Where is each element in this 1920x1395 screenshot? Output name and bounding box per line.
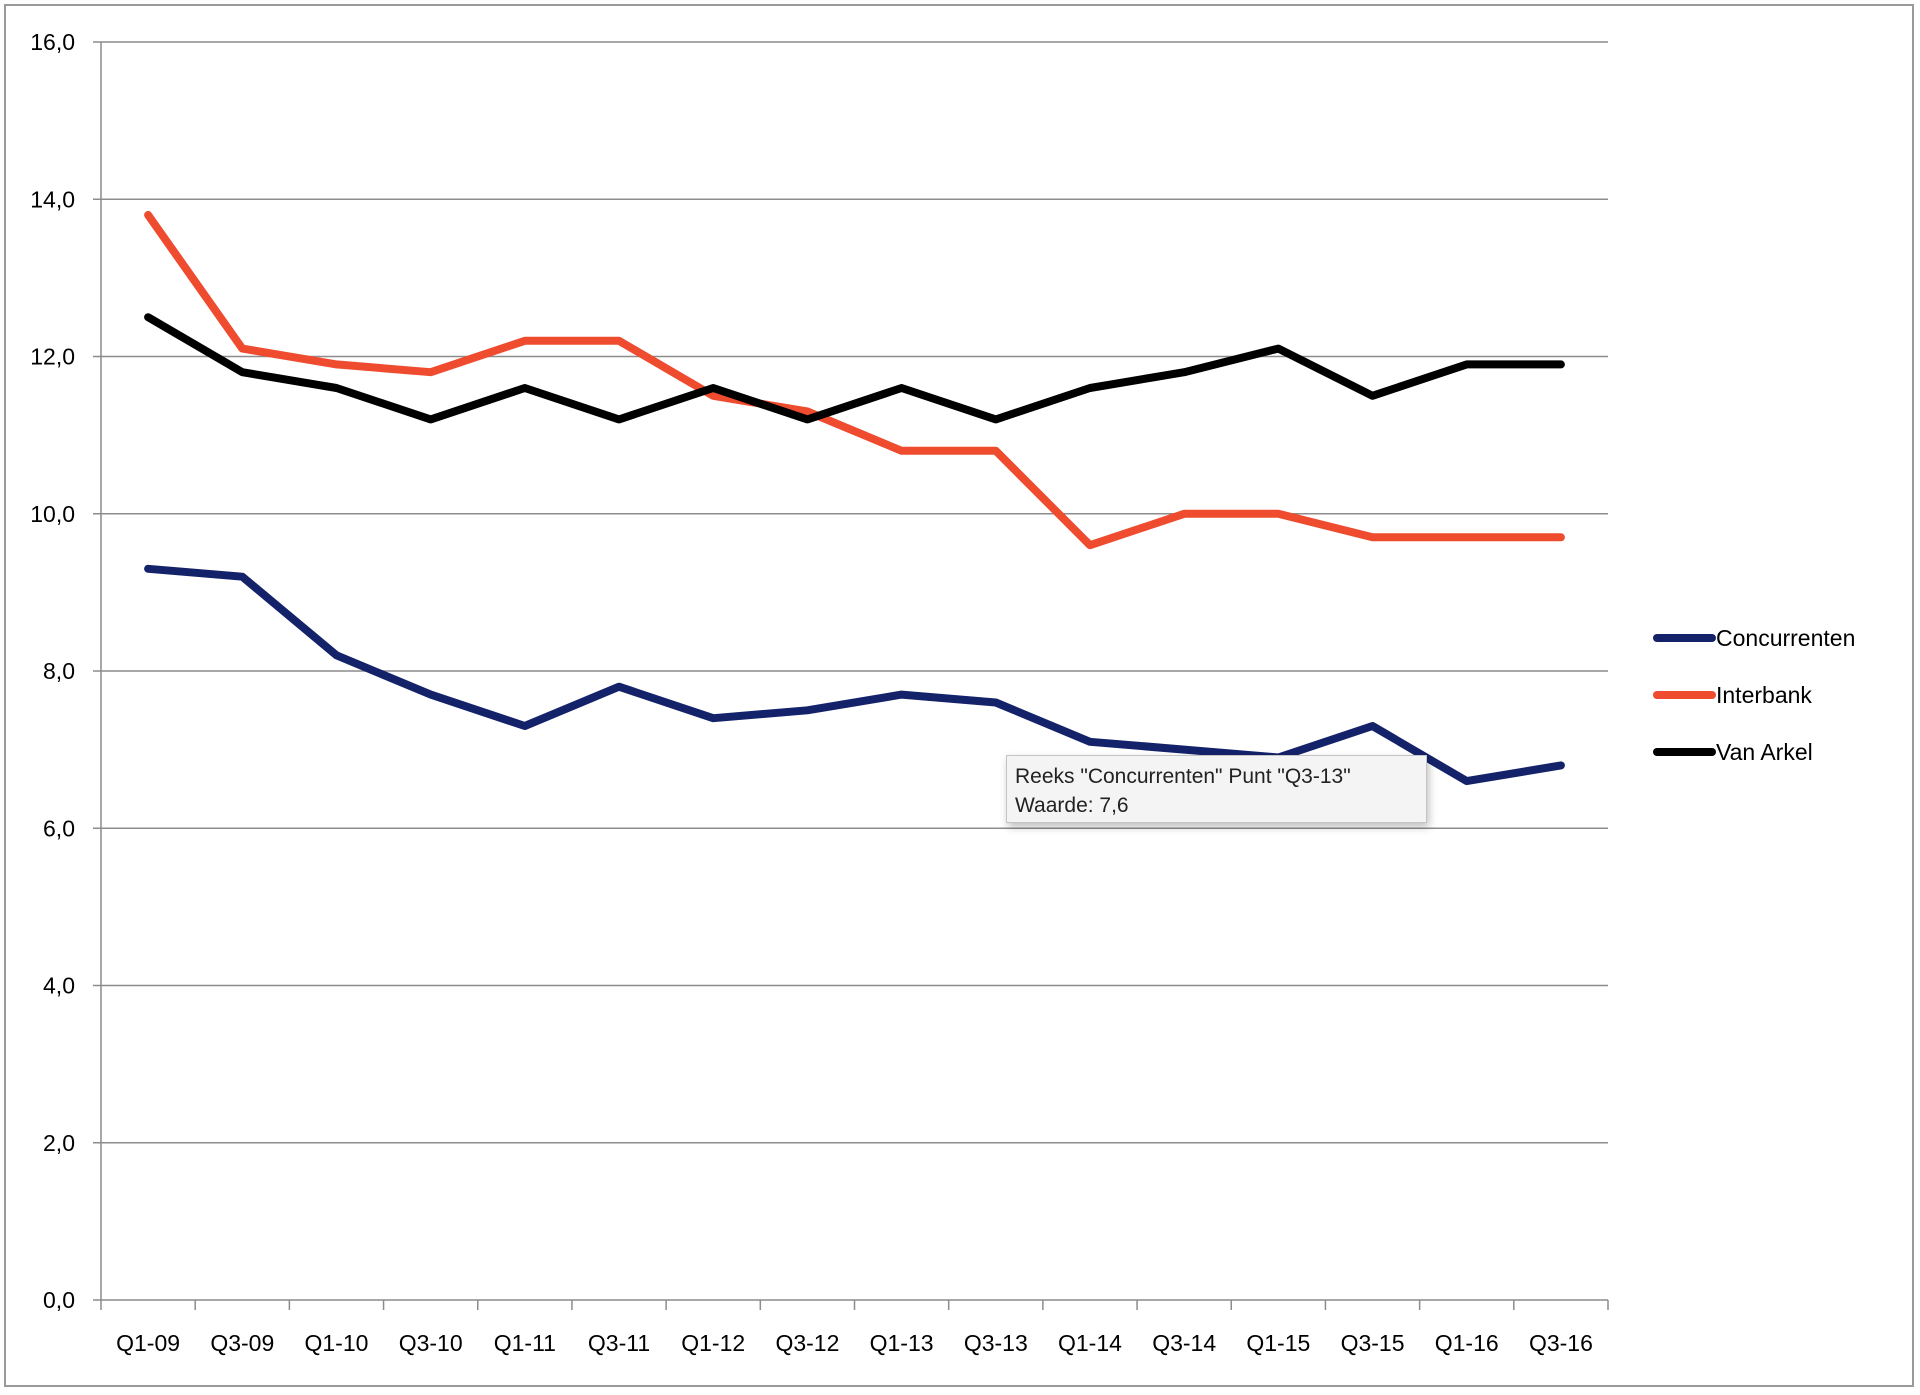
series-line-interbank xyxy=(144,211,1565,550)
axes xyxy=(93,41,1609,1310)
tooltip-series-line: Reeks "Concurrenten" Punt "Q3-13" xyxy=(1015,765,1351,788)
x-tick-label: Q1-16 xyxy=(1435,1330,1499,1356)
y-tick-label: 6,0 xyxy=(43,815,75,841)
y-tick-label: 4,0 xyxy=(43,973,75,999)
series-lines xyxy=(144,211,1565,786)
x-tick-label: Q3-09 xyxy=(210,1330,274,1356)
x-tick-label: Q1-09 xyxy=(116,1330,180,1356)
gridlines xyxy=(101,41,1608,1144)
legend: Concurrenten Interbank Van Arkel xyxy=(1653,625,1855,765)
x-tick-label: Q1-15 xyxy=(1246,1330,1310,1356)
x-tick-label: Q3-11 xyxy=(588,1330,650,1356)
y-tick-label: 16,0 xyxy=(30,29,75,55)
x-axis-tick-labels: Q1-09 Q3-09 Q1-10 Q3-10 Q1-11 Q3-11 Q1-12 Q3-12… xyxy=(116,1330,1593,1356)
x-tick-label: Q1-14 xyxy=(1058,1330,1122,1356)
series-line-van-arkel xyxy=(144,313,1565,424)
x-tick-label: Q1-11 xyxy=(494,1330,556,1356)
x-tick-label: Q3-16 xyxy=(1529,1330,1593,1356)
x-tick-label: Q3-15 xyxy=(1341,1330,1405,1356)
series-line-concurrenten xyxy=(144,564,1565,786)
y-tick-label: 12,0 xyxy=(30,344,75,370)
y-tick-label: 0,0 xyxy=(43,1287,75,1313)
x-tick-label: Q1-10 xyxy=(305,1330,369,1356)
y-tick-label: 2,0 xyxy=(43,1130,75,1156)
data-point-tooltip: Reeks "Concurrenten" Punt "Q3-13" Waarde… xyxy=(1006,755,1427,823)
tooltip-value-line: Waarde: 7,6 xyxy=(1015,794,1129,817)
x-tick-label: Q1-12 xyxy=(681,1330,745,1356)
legend-label: Van Arkel xyxy=(1716,739,1813,765)
y-tick-label: 8,0 xyxy=(43,658,75,684)
x-tick-label: Q1-13 xyxy=(870,1330,934,1356)
x-tick-label: Q3-12 xyxy=(775,1330,839,1356)
x-tick-label: Q3-10 xyxy=(399,1330,463,1356)
legend-label: Interbank xyxy=(1716,682,1812,708)
y-tick-label: 14,0 xyxy=(30,186,75,212)
x-tick-label: Q3-13 xyxy=(964,1330,1028,1356)
y-tick-label: 10,0 xyxy=(30,501,75,527)
legend-label: Concurrenten xyxy=(1716,625,1855,651)
x-tick-label: Q3-14 xyxy=(1152,1330,1216,1356)
y-axis-tick-labels: 0,0 2,0 4,0 6,0 8,0 10,0 12,0 14,0 16,0 xyxy=(30,29,75,1313)
